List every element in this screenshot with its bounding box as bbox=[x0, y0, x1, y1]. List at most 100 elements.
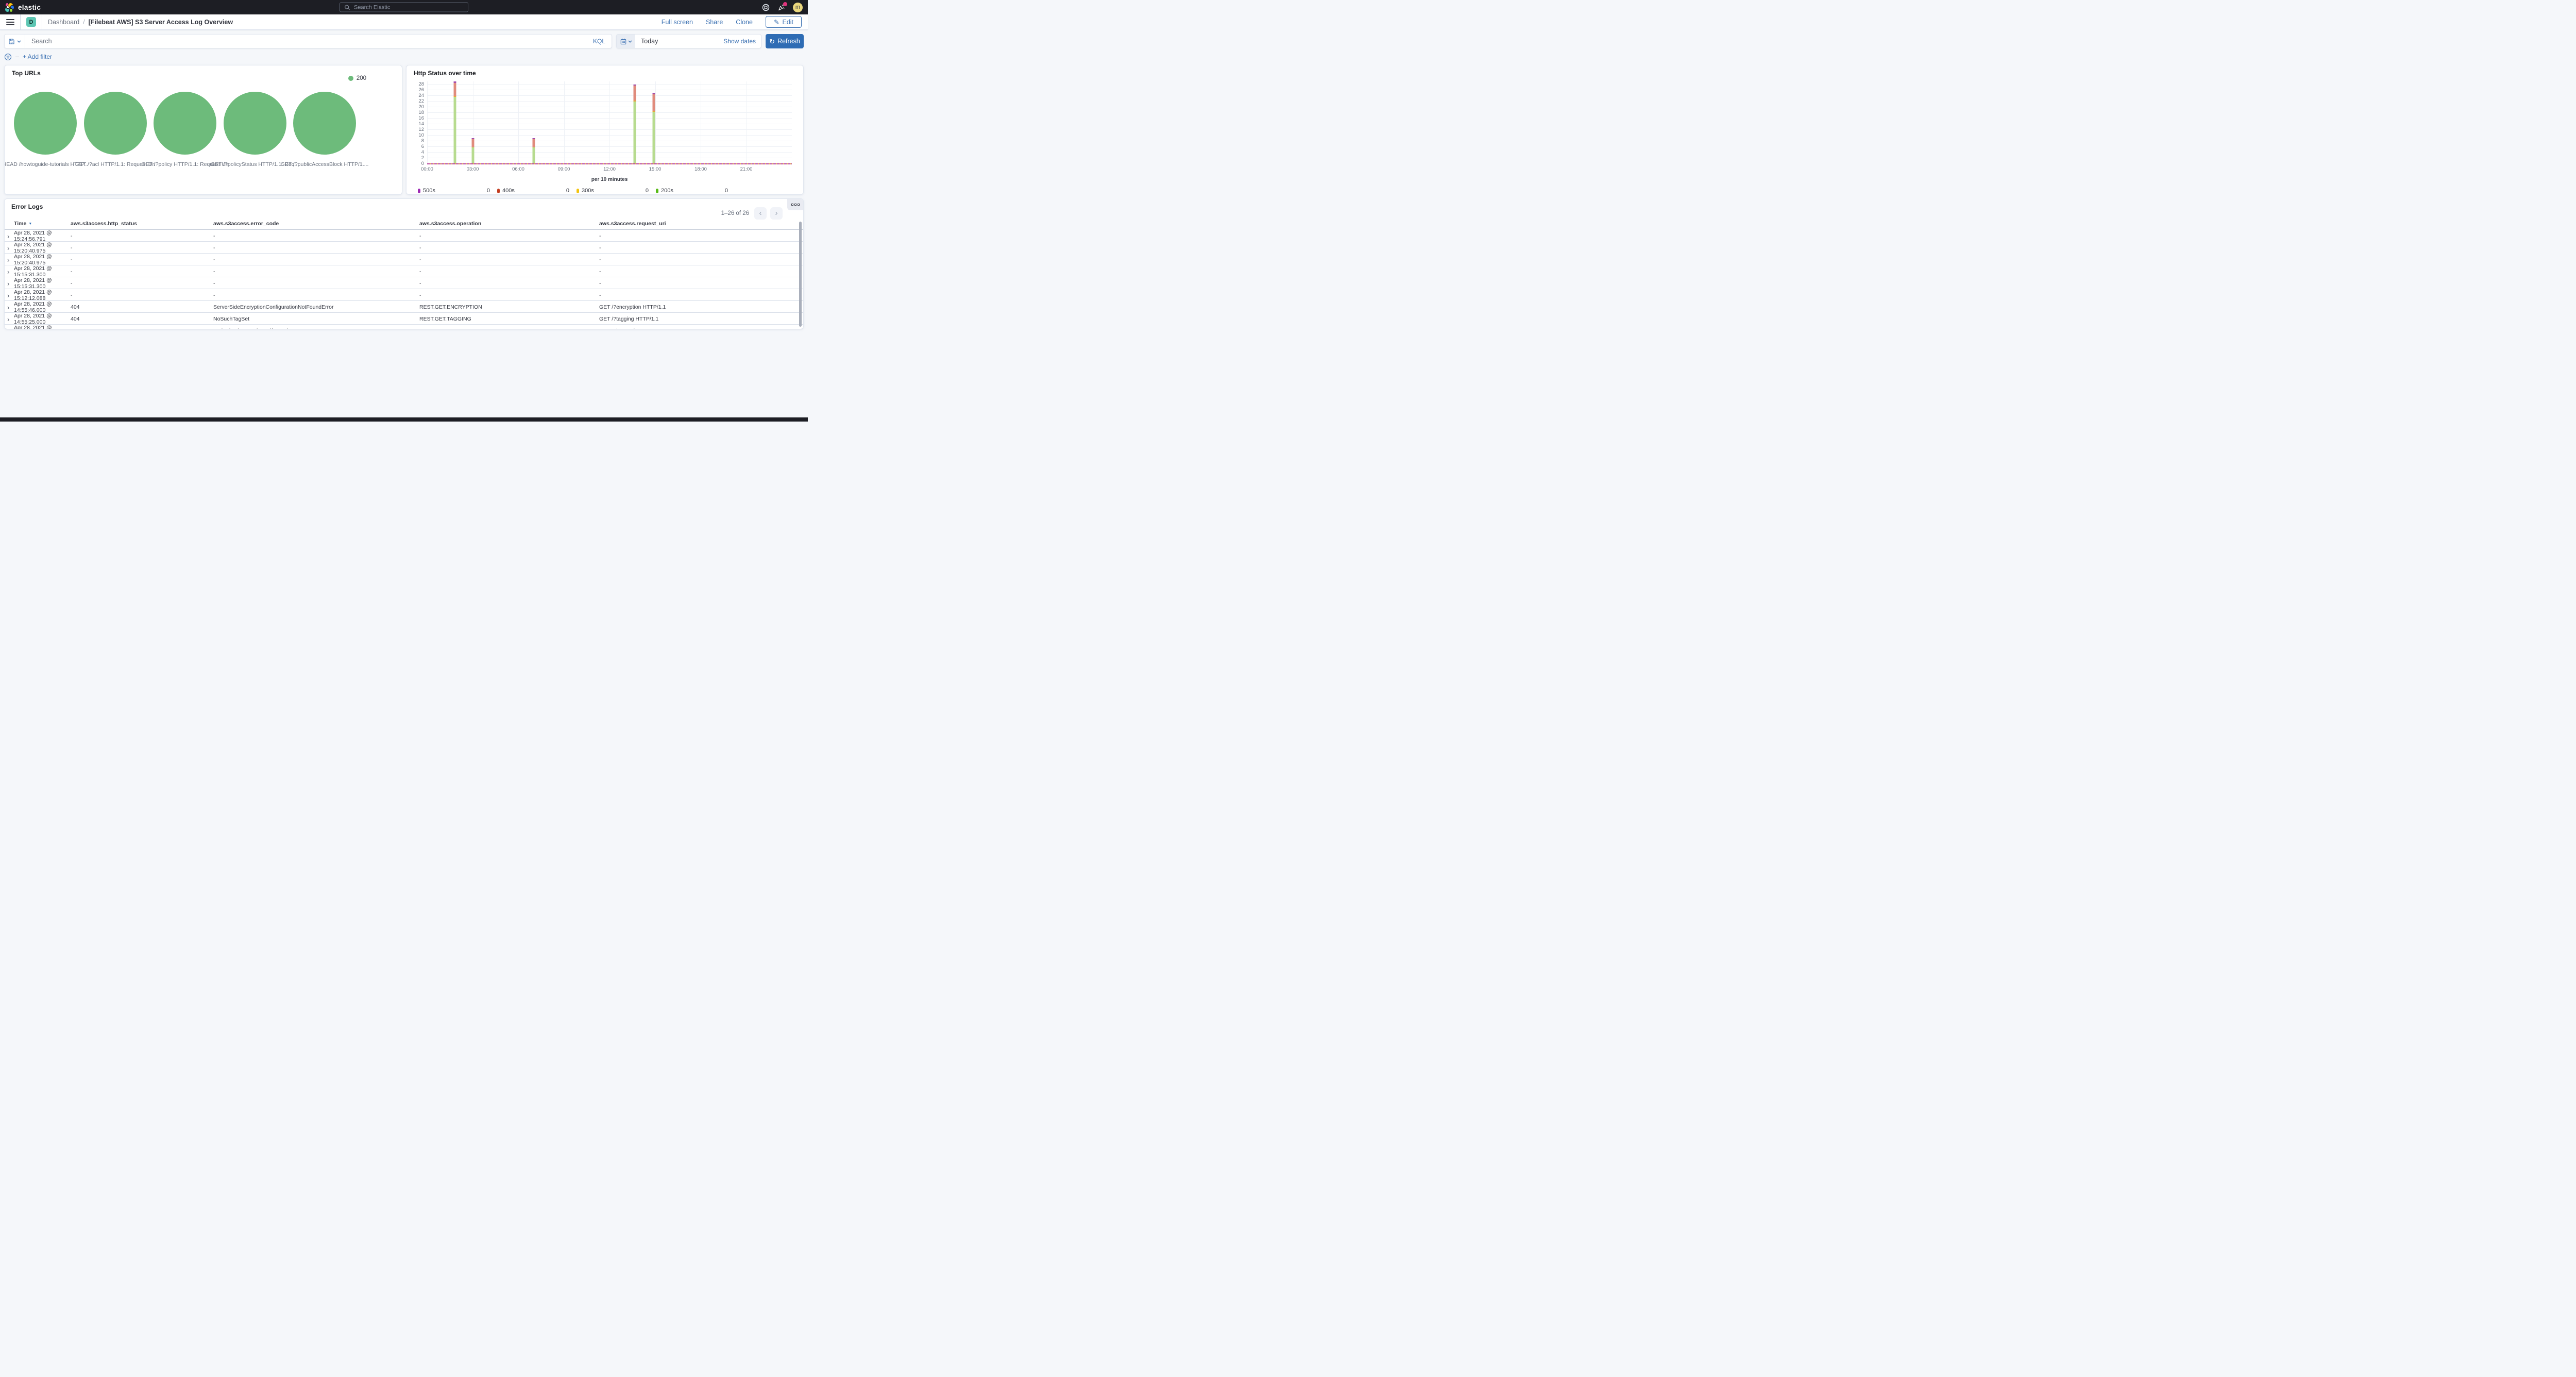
search-icon bbox=[345, 5, 350, 10]
stacked-bar[interactable] bbox=[453, 81, 456, 164]
panel-title: Error Logs bbox=[11, 203, 43, 210]
zero-baseline bbox=[427, 163, 792, 164]
top-urls-legend[interactable]: 200 bbox=[348, 75, 366, 81]
table-cell: ServerSideEncryptionConfigurationNotFoun… bbox=[213, 304, 334, 310]
refresh-icon: ↻ bbox=[769, 37, 775, 45]
notification-badge bbox=[783, 2, 787, 6]
y-tick-label: 14 bbox=[418, 121, 424, 127]
date-range-value[interactable]: Today bbox=[641, 38, 658, 45]
expand-row-button[interactable]: › bbox=[7, 267, 10, 276]
legend-marker bbox=[497, 188, 500, 193]
edit-button[interactable]: ✎ Edit bbox=[765, 16, 802, 28]
legend-dot-200 bbox=[348, 76, 353, 81]
y-tick-label: 22 bbox=[418, 98, 424, 104]
clone-button[interactable]: Clone bbox=[736, 18, 753, 26]
user-avatar[interactable]: m bbox=[793, 2, 803, 12]
bar-segment-400s bbox=[471, 139, 474, 147]
dashboard-actions: Full screen Share Clone ✎ Edit bbox=[662, 16, 808, 28]
pie-chart[interactable] bbox=[14, 92, 77, 155]
breadcrumb-dashboard[interactable]: Dashboard bbox=[48, 18, 80, 26]
legend-label: 500s bbox=[418, 188, 435, 194]
column-header-time[interactable]: Time ▼ bbox=[14, 221, 71, 227]
column-header-label: Time bbox=[14, 221, 27, 227]
save-icon bbox=[9, 39, 14, 44]
x-axis: 00:00 03:00 06:00 09:00 12:00 15:00 18:00 21:00 bbox=[421, 166, 792, 173]
column-header-aws.s3access.operation[interactable]: aws.s3access.operation bbox=[419, 221, 599, 227]
legend-marker bbox=[418, 188, 420, 193]
column-header-label: aws.s3access.error_code bbox=[213, 221, 279, 227]
table-cell: HEAD / HTTP/1.1 bbox=[599, 328, 803, 329]
table-cell: - bbox=[213, 257, 215, 263]
column-header-aws.s3access.request_uri[interactable]: aws.s3access.request_uri bbox=[599, 221, 803, 227]
table-row: › Apr 28, 2021 @ 15:20:40.975 - - - - bbox=[5, 254, 803, 266]
expand-row-button[interactable]: › bbox=[7, 279, 10, 288]
pie-chart[interactable] bbox=[83, 92, 147, 155]
share-button[interactable]: Share bbox=[705, 18, 723, 26]
expand-row-button[interactable]: › bbox=[7, 232, 10, 240]
newsfeed-button[interactable] bbox=[777, 2, 787, 11]
bar-segment-300s bbox=[633, 100, 636, 102]
table-cell: - bbox=[213, 268, 215, 275]
table-scrollbar[interactable] bbox=[799, 222, 802, 327]
legend-item-400s[interactable]: 400s 0 bbox=[497, 188, 577, 194]
kql-syntax-button[interactable]: KQL bbox=[592, 38, 605, 45]
pie-chart[interactable] bbox=[293, 92, 356, 155]
stacked-bar[interactable] bbox=[471, 138, 474, 164]
expand-row-button[interactable]: › bbox=[7, 244, 10, 252]
refresh-button[interactable]: ↻ Refresh bbox=[766, 34, 804, 48]
x-tick-label: 21:00 bbox=[740, 166, 753, 172]
menu-button[interactable] bbox=[6, 19, 14, 25]
expand-row-button[interactable]: › bbox=[7, 291, 10, 299]
table-cell: REST.GET.ENCRYPTION bbox=[419, 304, 482, 310]
add-filter-button[interactable]: + Add filter bbox=[23, 53, 53, 60]
legend-value: 0 bbox=[566, 188, 569, 194]
legend-item-300s[interactable]: 300s 0 bbox=[577, 188, 656, 194]
stacked-bar[interactable] bbox=[633, 84, 636, 164]
expand-row-button[interactable]: › bbox=[7, 256, 10, 264]
legend-item-200s[interactable]: 200s 0 bbox=[656, 188, 735, 194]
table-cell: - bbox=[599, 233, 601, 239]
column-header-aws.s3access.http_status[interactable]: aws.s3access.http_status bbox=[71, 221, 213, 227]
saved-queries-button[interactable] bbox=[5, 35, 25, 48]
column-header-label: aws.s3access.operation bbox=[419, 221, 482, 227]
global-search-placeholder: Search Elastic bbox=[354, 4, 391, 10]
table-cell: - bbox=[419, 280, 421, 287]
legend-item-500s[interactable]: 500s 0 bbox=[418, 188, 497, 194]
help-button[interactable] bbox=[762, 4, 770, 11]
kql-query-input[interactable]: Search KQL bbox=[4, 34, 612, 48]
x-axis-label: per 10 minutes bbox=[591, 177, 628, 182]
next-page-button[interactable]: › bbox=[770, 207, 783, 220]
elastic-home-link[interactable]: elastic bbox=[5, 3, 41, 12]
table-cell: - bbox=[419, 245, 421, 251]
column-header-aws.s3access.error_code[interactable]: aws.s3access.error_code bbox=[213, 221, 419, 227]
stacked-bar[interactable] bbox=[652, 93, 655, 164]
expand-row-button[interactable]: › bbox=[5, 328, 14, 329]
x-tick-label: 06:00 bbox=[512, 166, 524, 172]
x-tick-label: 00:00 bbox=[421, 166, 433, 172]
panel-title: Http Status over time bbox=[414, 70, 476, 77]
table-cell: - bbox=[71, 245, 73, 251]
stacked-bar[interactable] bbox=[532, 138, 535, 164]
table-cell: - bbox=[71, 268, 73, 275]
table-cell: GET /?encryption HTTP/1.1 bbox=[599, 304, 666, 310]
full-screen-button[interactable]: Full screen bbox=[661, 18, 693, 26]
top-urls-panel: Top URLs 200 HEAD /howtoguide-tutorials … bbox=[4, 65, 402, 195]
pie-chart[interactable] bbox=[223, 92, 286, 155]
pie-chart[interactable] bbox=[154, 92, 216, 155]
expand-row-button[interactable]: › bbox=[7, 303, 10, 311]
table-cell: Apr 28, 2021 @ 15:15:31.300 bbox=[14, 265, 52, 278]
expand-row-button[interactable]: › bbox=[7, 315, 10, 323]
bar-segment-500s bbox=[652, 93, 655, 94]
table-cell: - bbox=[419, 257, 421, 263]
global-search-input[interactable]: Search Elastic bbox=[340, 2, 468, 12]
dashboard-grid: Top URLs 200 HEAD /howtoguide-tutorials … bbox=[0, 61, 808, 333]
table-cell: Apr 28, 2021 @ 14:55:25.000 bbox=[14, 313, 52, 325]
filter-icon[interactable] bbox=[4, 53, 12, 61]
show-dates-button[interactable]: Show dates bbox=[723, 38, 756, 45]
bar-segment-200s bbox=[633, 101, 636, 164]
panel-options-button[interactable] bbox=[787, 199, 803, 210]
dashboard-badge[interactable]: D bbox=[26, 17, 36, 27]
previous-page-button[interactable]: ‹ bbox=[754, 207, 767, 220]
gridline bbox=[655, 81, 656, 164]
date-quick-select-button[interactable] bbox=[617, 35, 635, 48]
